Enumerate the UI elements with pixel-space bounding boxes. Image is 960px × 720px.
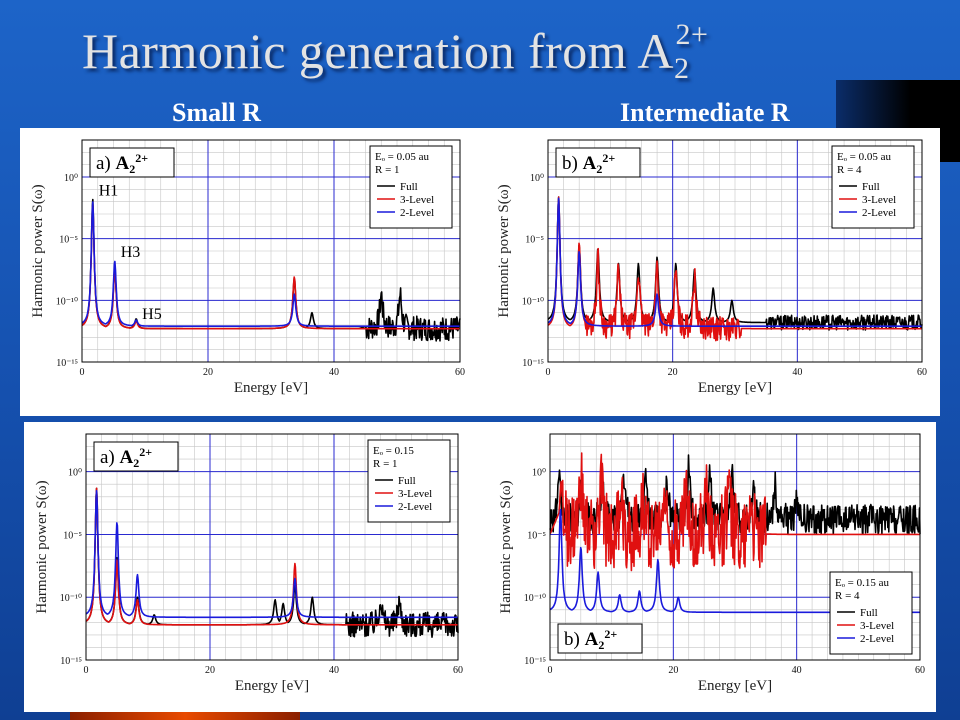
x-tick-label: 40: [329, 665, 339, 676]
chart-top-left: 0 20 40 60 10⁰ 10⁻⁵ 10⁻¹⁰ 10⁻¹⁵ Energy [eV] Harmo…: [30, 139, 465, 396]
x-tick-label: 20: [668, 665, 678, 676]
legend-entry: 2-Level: [398, 501, 432, 513]
panel-tag: b) A22+: [564, 627, 617, 652]
legend-entry: Full: [400, 181, 418, 193]
series-line-3-level: [81, 203, 461, 330]
series-line-3-level: [85, 487, 459, 626]
plot-frame: [81, 139, 461, 363]
panel-tag: a) A22+: [100, 445, 152, 470]
y-tick-label: 10⁰: [64, 173, 78, 184]
y-tick-label: 10⁻¹⁰: [524, 593, 546, 604]
y-tick-label: 10⁰: [68, 468, 82, 479]
legend-entry: Full: [860, 607, 878, 619]
legend-box: [369, 145, 453, 229]
legend-box: [367, 439, 451, 523]
x-tick-label: 40: [329, 367, 339, 378]
y-tick-label: 10⁻⁵: [527, 530, 546, 541]
x-tick-label: 0: [546, 367, 551, 378]
y-tick-label: 10⁻¹⁰: [56, 296, 78, 307]
y-axis-label: Harmonic power S(ω): [34, 480, 50, 613]
series-line-3-level: [549, 452, 921, 572]
x-tick-label: 0: [548, 665, 553, 676]
annotation-label: H3: [121, 244, 141, 261]
y-tick-label: 10⁻¹⁰: [60, 593, 82, 604]
panel-tag-box: [555, 147, 641, 178]
column-label-intermediate-r: Intermediate R: [620, 98, 790, 127]
y-tick-label: 10⁻¹⁵: [60, 656, 82, 667]
plot-frame: [547, 139, 923, 363]
x-axis-label: Energy [eV]: [234, 380, 308, 396]
y-tick-label: 10⁻¹⁵: [522, 358, 544, 369]
legend-box: [831, 145, 915, 229]
x-tick-label: 60: [915, 665, 925, 676]
chart-top-right: 0 20 40 60 10⁰ 10⁻⁵ 10⁻¹⁰ 10⁻¹⁵ Energy [eV] Harmo…: [496, 139, 927, 396]
y-tick-label: 10⁻⁵: [63, 530, 82, 541]
legend-entry: Full: [398, 475, 416, 487]
panel-tag-box: [89, 147, 175, 178]
x-tick-label: 60: [455, 367, 465, 378]
plot-frame: [549, 433, 921, 661]
y-tick-label: 10⁻⁵: [59, 235, 78, 246]
legend-entry: 2-Level: [860, 633, 894, 645]
legend-param: R = 1: [375, 164, 400, 176]
series-line-2-level: [547, 197, 923, 327]
y-tick-label: 10⁰: [532, 468, 546, 479]
x-tick-label: 0: [84, 665, 89, 676]
legend-entry: 3-Level: [400, 194, 434, 206]
legend-param: Eₒ = 0.15: [373, 445, 414, 457]
legend-param: Eₒ = 0.15 au: [835, 577, 889, 589]
legend-param: R = 1: [373, 458, 398, 470]
x-tick-label: 40: [792, 367, 802, 378]
legend-entry: 2-Level: [862, 207, 896, 219]
y-tick-label: 10⁻¹⁰: [522, 296, 544, 307]
legend-entry: Full: [862, 181, 880, 193]
decorative-bottom-bar: [70, 712, 300, 720]
legend-entry: 3-Level: [860, 620, 894, 632]
panel-tag: a) A22+: [96, 151, 148, 176]
y-axis-label: Harmonic power S(ω): [498, 480, 514, 613]
legend-param: R = 4: [835, 590, 860, 602]
y-tick-label: 10⁰: [530, 173, 544, 184]
legend-param: R = 4: [837, 164, 862, 176]
panel-tag: b) A22+: [562, 151, 615, 176]
y-axis-label: Harmonic power S(ω): [496, 184, 512, 317]
series-line-2-level: [81, 201, 461, 327]
legend-entry: 3-Level: [862, 194, 896, 206]
x-tick-label: 20: [205, 665, 215, 676]
panel-tag-box: [93, 441, 179, 472]
legend-param: Eₒ = 0.05 au: [375, 151, 429, 163]
legend-entry: 3-Level: [398, 488, 432, 500]
plot-frame: [85, 433, 459, 661]
x-axis-label: Energy [eV]: [698, 380, 772, 396]
y-axis-label: Harmonic power S(ω): [30, 184, 46, 317]
y-tick-label: 10⁻¹⁵: [524, 656, 546, 667]
legend-param: Eₒ = 0.05 au: [837, 151, 891, 163]
series-line-3-level: [547, 196, 923, 342]
x-tick-label: 40: [792, 665, 802, 676]
x-tick-label: 20: [203, 367, 213, 378]
annotation-label: H1: [99, 183, 119, 200]
chart-bottom-left: 0 20 40 60 10⁰ 10⁻⁵ 10⁻¹⁰ 10⁻¹⁵ Energy [eV] Harmo…: [34, 433, 463, 694]
legend-box: [829, 571, 913, 655]
x-tick-label: 60: [917, 367, 927, 378]
annotation-label: H5: [142, 306, 162, 323]
x-tick-label: 60: [453, 665, 463, 676]
x-tick-label: 20: [668, 367, 678, 378]
legend-entry: 2-Level: [400, 207, 434, 219]
chart-bottom-right: 0 20 40 60 10⁰ 10⁻⁵ 10⁻¹⁰ 10⁻¹⁵ Energy [eV] Harmo…: [498, 433, 925, 694]
x-axis-label: Energy [eV]: [698, 678, 772, 694]
x-axis-label: Energy [eV]: [235, 678, 309, 694]
series-line-2-level: [85, 490, 459, 619]
column-label-small-r: Small R: [172, 98, 261, 127]
x-tick-label: 0: [80, 367, 85, 378]
slide-title: Harmonic generation from A22+: [82, 18, 709, 85]
y-tick-label: 10⁻⁵: [525, 235, 544, 246]
panel-tag-box: [557, 623, 643, 654]
y-tick-label: 10⁻¹⁵: [56, 358, 78, 369]
